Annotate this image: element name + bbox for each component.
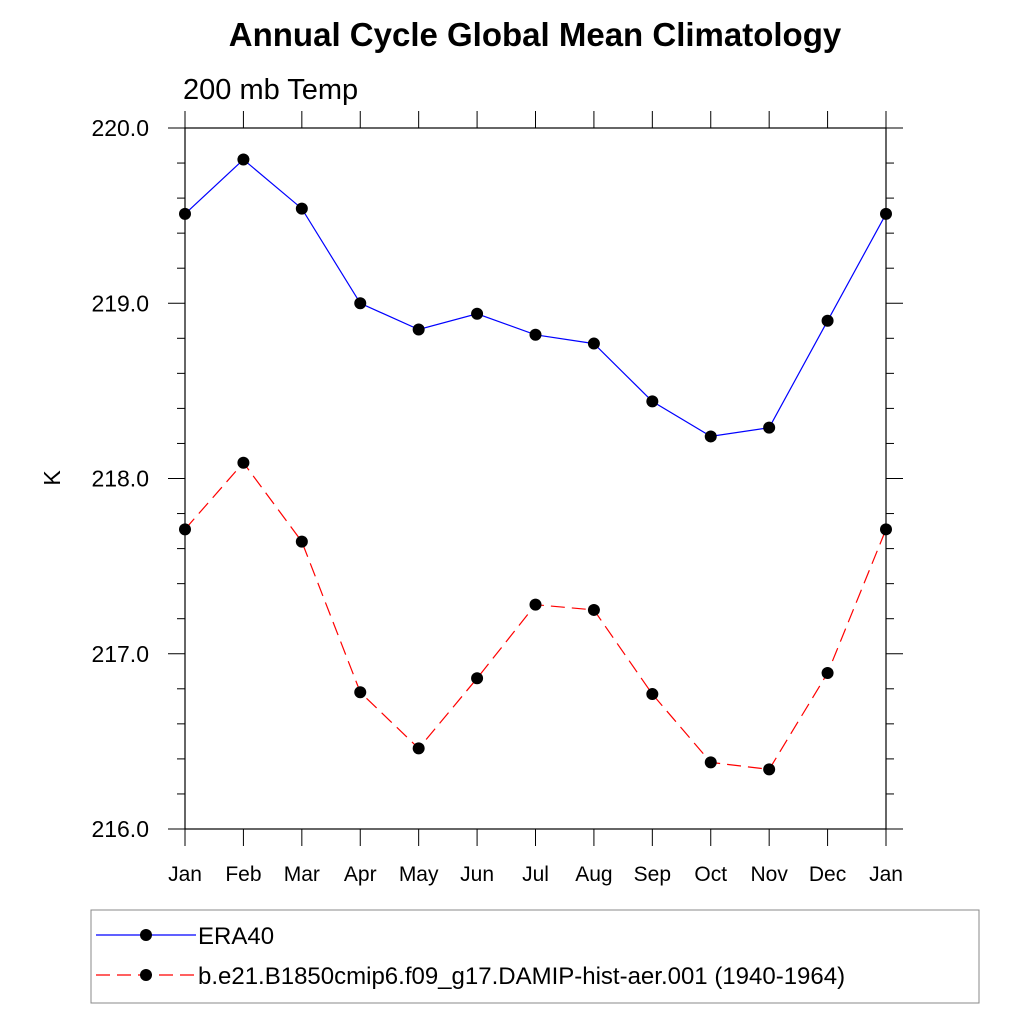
y-tick-label: 220.0 (91, 115, 149, 141)
series-1-point (821, 314, 834, 327)
x-tick-label: Dec (809, 863, 846, 886)
series-line-1 (184, 158, 887, 438)
y-axis-label: K (39, 470, 65, 486)
series-2-point (880, 523, 892, 536)
x-tick-label: Oct (694, 863, 727, 886)
series-1-point (704, 430, 717, 443)
y-tick-label: 216.0 (91, 816, 149, 842)
legend-marker-1 (140, 929, 152, 941)
series-1-point (179, 207, 191, 220)
x-tick-label: Jul (522, 863, 549, 886)
series-2-point (763, 763, 776, 776)
series-2-point (471, 672, 484, 685)
legend-box (90, 909, 980, 1004)
x-tick-label: Jan (869, 863, 903, 886)
series-2-point (821, 667, 834, 680)
axes: 216.0 217.0 218.0 219.0 220.0 Jan Feb Mar Apr May… (91, 111, 903, 886)
legend: ERA40 b.e21.B1850cmip6.f09_g17.DAMIP-hist… (96, 923, 845, 990)
series-line-2 (184, 461, 887, 771)
series-2-point (412, 742, 425, 755)
y-tick-label: 217.0 (91, 641, 149, 667)
series-layer (179, 153, 892, 776)
x-tick-label: Jun (460, 863, 494, 886)
series-1-point (763, 421, 776, 434)
x-tick-label: Sep (634, 863, 671, 886)
y-tick-label: 219.0 (91, 290, 149, 316)
x-tick-label: Feb (225, 863, 261, 886)
series-1-point (295, 202, 308, 215)
series-2-point (587, 603, 600, 616)
series-2-point (646, 688, 659, 701)
series-1-point (412, 323, 425, 336)
x-tick-label: Jan (168, 863, 202, 886)
series-2-point (354, 686, 367, 699)
series-2-point (295, 535, 308, 548)
legend-marker-2 (140, 969, 152, 981)
series-1-point (354, 297, 367, 310)
legend-label-2: b.e21.B1850cmip6.f09_g17.DAMIP-hist-aer.… (198, 963, 845, 990)
plot-frame (184, 127, 887, 830)
chart-subtitle: 200 mb Temp (183, 74, 358, 106)
x-tick-label: May (399, 863, 439, 886)
series-1-point (471, 307, 484, 320)
x-tick-label: Nov (750, 863, 788, 886)
series-1-point (880, 207, 892, 220)
x-tick-label: Aug (575, 863, 612, 886)
series-2-point (237, 456, 250, 469)
series-1-point (646, 395, 659, 408)
series-1-point (587, 337, 600, 350)
chart-title: Annual Cycle Global Mean Climatology (229, 16, 842, 53)
series-1-point (237, 153, 250, 166)
series-2-point (179, 523, 191, 536)
series-1-point (529, 328, 542, 341)
y-tick-label: 218.0 (91, 466, 149, 492)
x-tick-label: Apr (344, 863, 377, 886)
legend-label-1: ERA40 (198, 923, 274, 950)
series-2-point (704, 756, 717, 769)
x-tick-label: Mar (284, 863, 320, 886)
series-2-point (529, 598, 542, 611)
